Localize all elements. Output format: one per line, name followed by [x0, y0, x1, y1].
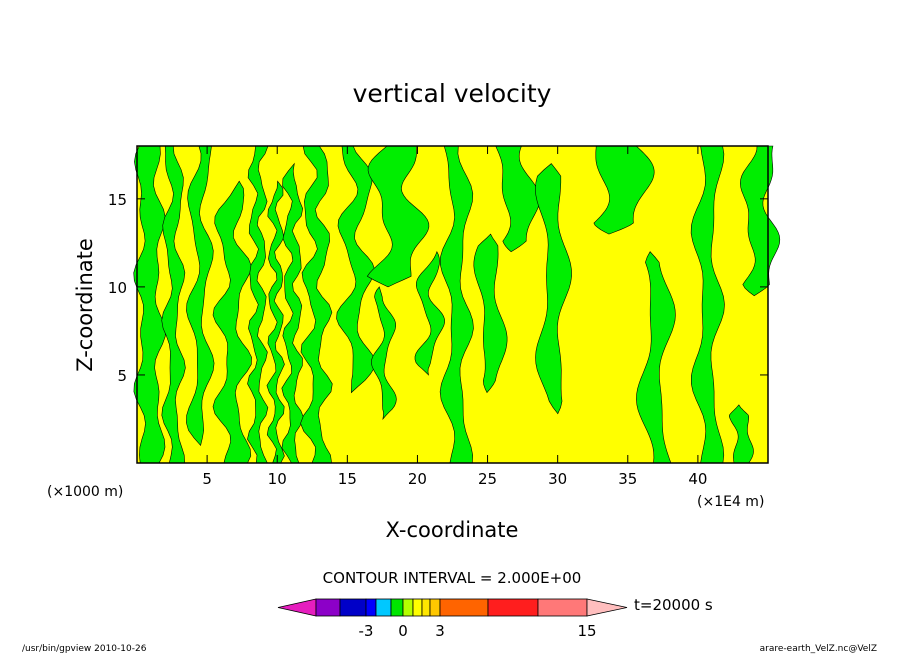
- colorbar-segment: [421, 598, 431, 617]
- negative-region-6: [266, 180, 285, 464]
- x-tick-label: 40: [688, 470, 707, 488]
- negative-region-16: [535, 163, 572, 415]
- contour-interval-label: CONTOUR INTERVAL = 2.000E+00: [323, 569, 582, 587]
- colorbar-tick-label: 0: [398, 622, 408, 640]
- negative-region-10: [371, 286, 397, 420]
- x-tick-label: 30: [548, 470, 567, 488]
- colorbar-arrow-left: [277, 598, 317, 617]
- plot-frame: [136, 145, 769, 464]
- colorbar-tick-label: -3: [359, 622, 374, 640]
- x-axis-label: X-coordinate: [386, 518, 519, 542]
- x-axis-ticks: 5 10 15 20 25 30 35 40: [202, 146, 707, 488]
- negative-region-14: [473, 233, 508, 394]
- colorbar-segment: [439, 598, 489, 617]
- x-tick-label: 25: [478, 470, 497, 488]
- negative-region-21: [728, 404, 754, 464]
- colorbar: [277, 598, 628, 617]
- plot-area: [133, 145, 781, 464]
- negative-region-4: [212, 180, 252, 464]
- colorbar-segment: [315, 598, 341, 617]
- colorbar-segment: [429, 598, 441, 617]
- x-tick-label: 5: [202, 470, 212, 488]
- negative-region-12: [414, 250, 445, 376]
- negative-region-18: [636, 251, 676, 464]
- colorbar-segment: [402, 598, 414, 617]
- y-tick-label: 15: [108, 191, 127, 209]
- chart-title: vertical velocity: [353, 79, 552, 108]
- colorbar-tick-labels: -3 0 3 15: [359, 622, 597, 640]
- footer-left: /usr/bin/gpview 2010-10-26: [22, 644, 147, 654]
- colorbar-segment: [365, 598, 377, 617]
- x-unit-left: (×1000 m): [47, 484, 123, 500]
- colorbar-tick-label: 15: [577, 622, 596, 640]
- x-unit-right: (×1E4 m): [697, 494, 764, 510]
- y-axis-ticks: 5 10 15: [108, 191, 768, 385]
- x-tick-label: 10: [268, 470, 287, 488]
- colorbar-segment: [375, 598, 392, 617]
- colorbar-arrow-right: [586, 598, 628, 617]
- y-axis-label: Z-coordinate: [73, 238, 97, 372]
- colorbar-segment: [412, 598, 423, 617]
- footer-right: arare-earth_VelZ.nc@VelZ: [760, 644, 877, 654]
- time-label: t=20000 s: [634, 596, 713, 614]
- colorbar-tick-label: 3: [435, 622, 445, 640]
- negative-region-7: [281, 162, 305, 464]
- x-tick-label: 15: [338, 470, 357, 488]
- y-tick-label: 10: [108, 279, 127, 297]
- y-tick-label: 5: [117, 367, 127, 385]
- colorbar-segment: [487, 598, 539, 617]
- colorbar-segment: [339, 598, 367, 617]
- colorbar-segment: [537, 598, 588, 617]
- x-tick-label: 20: [408, 470, 427, 488]
- colorbar-segment: [390, 598, 404, 617]
- x-tick-label: 35: [618, 470, 637, 488]
